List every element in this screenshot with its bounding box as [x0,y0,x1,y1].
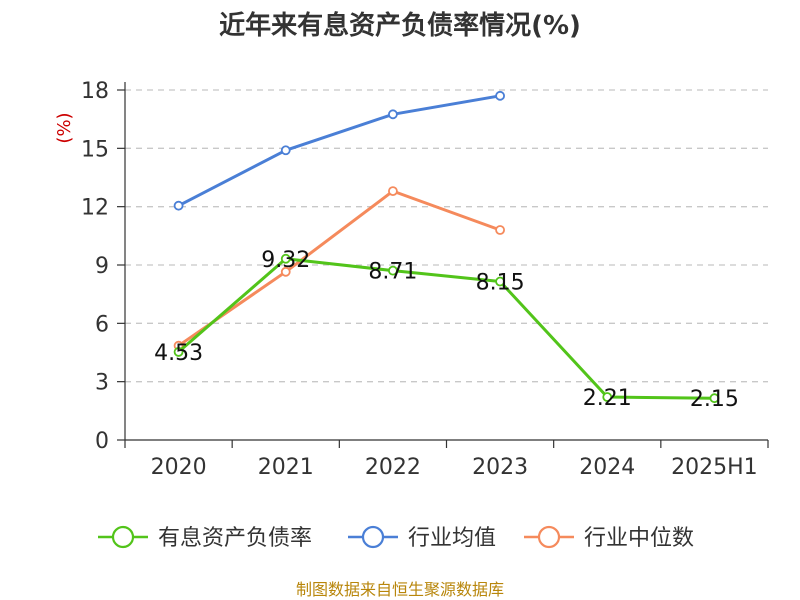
x-tick-label: 2024 [579,455,635,480]
data-label: 2.21 [583,386,632,411]
y-tick-label: 15 [81,137,109,162]
y-tick-label: 3 [95,371,109,396]
data-point [280,266,291,277]
legend: 有息资产负债率 行业均值 行业中位数 [98,525,694,551]
source-note: 制图数据来自恒生聚源数据库 [296,580,504,599]
grid [125,89,768,383]
y-axis-label: (%) [54,112,75,143]
x-tick-label: 2023 [472,455,528,480]
data-point [709,393,720,404]
data-label: 4.53 [154,341,203,366]
data-label: 2.15 [690,387,739,412]
series-line-1 [177,94,501,208]
data-label: 8.15 [476,271,525,296]
x-tick-label: 2021 [258,455,314,480]
x-tick-label: 2020 [151,455,207,480]
legend-marker [537,525,561,549]
data-point [280,253,291,264]
y-tick-label: 6 [95,312,109,337]
data-point [280,145,291,156]
legend-label: 行业中位数 [584,526,694,551]
data-point [173,200,184,211]
series-line-0 [177,257,715,400]
data-point [495,90,505,101]
legend-marker [361,525,385,549]
y-tick-label: 0 [95,429,109,454]
data-point [388,265,398,276]
data-labels: 4.53 9.32 8.71 8.15 2.21 2.15 [154,248,739,412]
x-tick-label: 2022 [365,455,421,480]
x-tick-label: 2025H1 [671,455,758,480]
data-point [173,347,184,357]
data-label: 8.71 [368,260,417,285]
axes: 0 3 6 9 12 15 18 2020 2021 2022 2023 2024 2025H1 [81,79,769,480]
series-line-2 [177,189,501,347]
legend-label: 行业均值 [408,526,496,551]
data-point [388,186,398,197]
y-tick-label: 18 [81,79,109,104]
legend-label: 有息资产负债率 [158,526,312,551]
legend-marker [111,525,135,549]
y-tick-label: 9 [95,254,109,279]
data-label: 9.32 [261,248,310,273]
series [173,90,720,404]
y-tick-label: 12 [81,196,109,221]
data-point [495,225,505,235]
data-point [602,392,613,402]
data-point [388,109,398,120]
chart-title: 近年来有息资产负债率情况(%) [219,10,581,41]
data-point [495,276,505,287]
